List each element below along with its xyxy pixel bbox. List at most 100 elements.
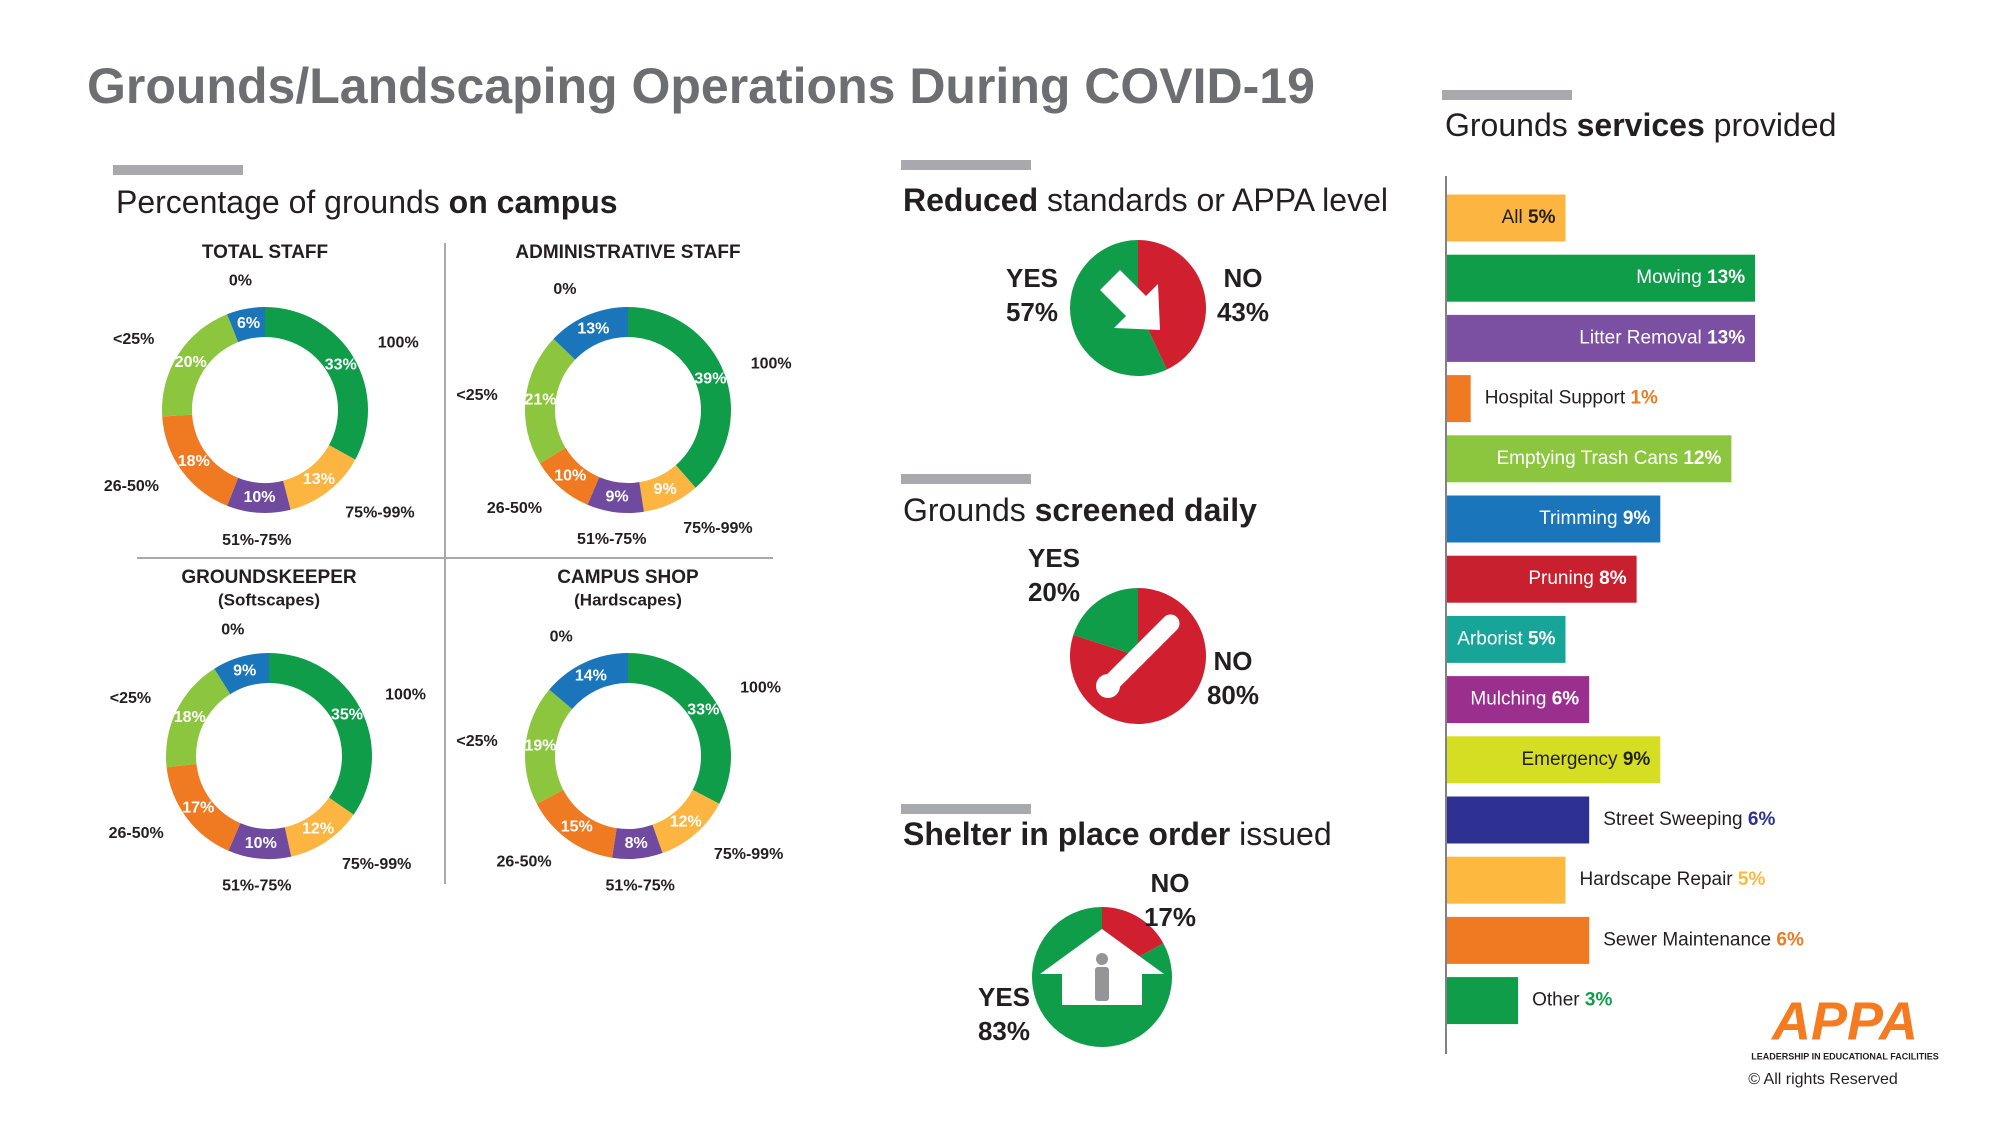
bar-category: Emptying Trash Cans (1496, 448, 1678, 469)
category-label: 0% (229, 273, 252, 290)
donut-segment (628, 307, 732, 488)
value-label: 43% (1217, 297, 1269, 327)
person-icon (1096, 953, 1108, 965)
donut-segment (283, 445, 356, 510)
bar-category: Hospital Support (1485, 388, 1626, 409)
donut-title: ADMINISTRATIVE STAFF (515, 242, 740, 263)
bar (1447, 615, 1566, 663)
bar-category: Street Sweeping (1603, 809, 1742, 830)
heading-part: services (1577, 107, 1705, 143)
category-label: 51%-75% (222, 878, 291, 895)
value-label: 20% (1028, 577, 1080, 607)
value-label: 9% (654, 481, 677, 498)
category-label: 75%-99% (683, 520, 752, 537)
heading-part: Percentage of grounds (116, 184, 440, 220)
bar-value: 9% (1623, 749, 1651, 770)
bar-label: Emptying Trash Cans 12% (1496, 448, 1721, 469)
bar-value: 12% (1683, 448, 1721, 469)
value-label: 13% (303, 471, 335, 488)
value-label: 10% (243, 489, 275, 506)
value-label: 13% (577, 320, 609, 337)
bar-value: 5% (1738, 869, 1766, 890)
category-label: NO (1224, 263, 1263, 293)
bar-label: Arborist 5% (1457, 628, 1555, 649)
value-label: 18% (174, 709, 206, 726)
value-label: 10% (245, 835, 277, 852)
donut-segment (227, 307, 265, 343)
donut-segment (525, 338, 576, 464)
donut-segment (536, 789, 617, 858)
bar-value: 5% (1528, 628, 1556, 649)
category-label: YES (978, 982, 1030, 1012)
bar (1447, 856, 1566, 904)
bar-label: Pruning 8% (1528, 568, 1626, 589)
bar (1447, 375, 1471, 423)
bar-label: Litter Removal 13% (1579, 327, 1745, 348)
value-label: 19% (525, 738, 557, 755)
section-heading: Grounds services provided (1445, 107, 1836, 143)
section-heading: Percentage of grounds on campus (116, 184, 618, 220)
value-label: 83% (978, 1016, 1030, 1046)
section-rule (901, 474, 1031, 484)
donut-segment (639, 465, 696, 512)
section-rule (113, 165, 243, 175)
arrow-icon (1100, 270, 1160, 330)
bar (1447, 254, 1756, 302)
section-heading: Reduced standards or APPA level (903, 182, 1388, 218)
category-label: <25% (110, 690, 151, 707)
bar (1447, 194, 1566, 242)
bar-label: Street Sweeping 6% (1603, 809, 1775, 830)
value-label: 9% (606, 489, 629, 506)
bar-label: Other 3% (1532, 990, 1612, 1011)
category-label: 26-50% (109, 825, 164, 842)
logo: APPA (1770, 991, 1918, 1051)
category-label: YES (1028, 543, 1080, 573)
bar (1447, 796, 1590, 844)
bar-category: Arborist (1457, 628, 1523, 649)
bar-value: 8% (1599, 568, 1627, 589)
heading-part: Reduced (903, 182, 1038, 218)
bar-label: Trimming 9% (1539, 508, 1650, 529)
category-label: 0% (550, 628, 573, 645)
donut-subtitle: (Hardscapes) (574, 590, 682, 609)
category-label: <25% (456, 733, 497, 750)
value-label: 10% (554, 468, 586, 485)
donut-segment (553, 307, 628, 360)
bar-value: 9% (1623, 508, 1651, 529)
value-label: 35% (331, 706, 363, 723)
bar (1447, 495, 1661, 543)
donut-segment (539, 447, 600, 505)
donut-segment (587, 477, 644, 513)
donut-segment (162, 314, 239, 417)
heading-part: issued (1239, 816, 1332, 852)
bar-category: Mowing (1636, 267, 1701, 288)
bar-category: Other (1532, 990, 1580, 1011)
donut-segment (652, 789, 720, 854)
heading-part: Grounds (1445, 107, 1568, 143)
value-label: 20% (175, 354, 207, 371)
donut-segment (525, 689, 573, 804)
bar-value: 5% (1528, 207, 1556, 228)
category-label: NO (1151, 868, 1190, 898)
section-rule (901, 160, 1031, 170)
value-label: 33% (325, 356, 357, 373)
donut-title: CAMPUS SHOP (557, 567, 699, 588)
value-label: 17% (182, 800, 214, 817)
bar (1447, 977, 1519, 1025)
donut-segment (612, 824, 663, 860)
category-label: 100% (385, 686, 426, 703)
bar-label: Mulching 6% (1470, 689, 1579, 710)
section-heading: Grounds screened daily (903, 492, 1257, 528)
bar (1447, 736, 1661, 784)
donut-title: GROUNDSKEEPER (181, 567, 357, 588)
bar-category: All (1502, 207, 1523, 228)
donut-segment (549, 653, 628, 709)
bar (1447, 555, 1637, 603)
donut-segment (269, 653, 372, 815)
page-title: Grounds/Landscaping Operations During CO… (87, 58, 1315, 114)
value-label: 21% (525, 392, 557, 409)
value-label: 12% (670, 814, 702, 831)
bar-category: Trimming (1539, 508, 1617, 529)
person-icon (1095, 967, 1109, 1001)
